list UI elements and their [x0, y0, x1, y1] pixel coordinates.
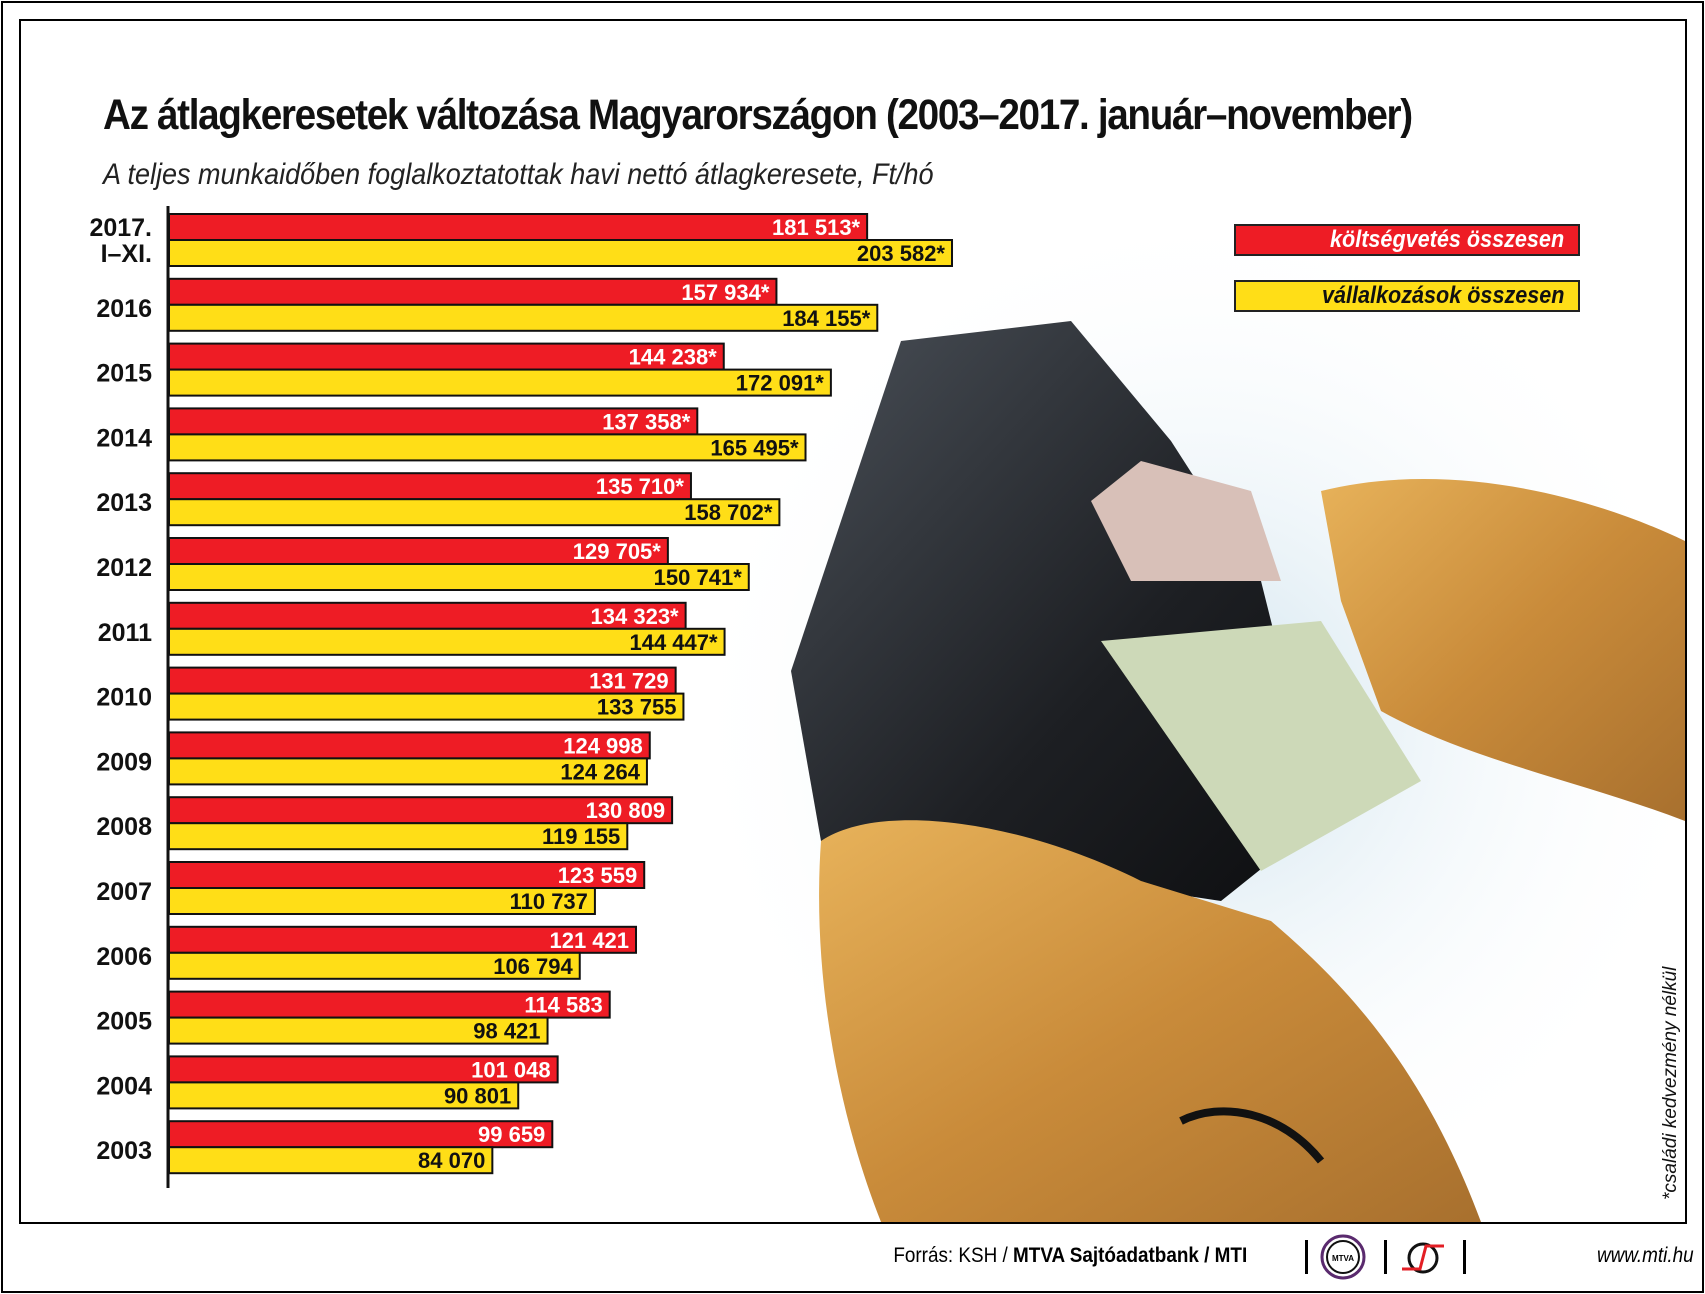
- bar-business: [168, 1146, 494, 1175]
- data-label-public: 124 998: [563, 733, 643, 758]
- mtva-logo-text: MTVA: [1332, 1254, 1354, 1263]
- data-label-business: 110 737: [510, 889, 588, 914]
- bar-business: [168, 887, 596, 915]
- chart-title: Az átlagkeresetek változása Magyarország…: [103, 91, 1413, 139]
- data-label-public: 114 583: [524, 993, 602, 1018]
- bar-public: [168, 1120, 554, 1149]
- legend-business: vállalkozások összesen: [1234, 280, 1580, 312]
- year-label: I–XI.: [101, 240, 152, 268]
- bar-public: [168, 472, 692, 501]
- bar-public: [168, 407, 699, 436]
- chart-subtitle: A teljes munkaidőben foglalkoztatottak h…: [103, 158, 934, 191]
- bar-public: [168, 213, 869, 241]
- data-label-business: 150 741*: [654, 565, 743, 590]
- data-label-public: 123 559: [558, 863, 638, 888]
- bar-public: [168, 1055, 559, 1084]
- bar-business: [168, 951, 581, 980]
- year-label: 2009: [96, 748, 152, 776]
- data-label-business: 203 582*: [857, 241, 946, 266]
- bar-public: [168, 861, 646, 889]
- bar-business: [168, 1016, 549, 1045]
- year-label: 2007: [96, 878, 152, 906]
- year-label: 2017.: [89, 214, 152, 242]
- year-label: 2013: [96, 489, 152, 517]
- source: Forrás: KSH / MTVA Sajtóadatbank / MTI: [893, 1244, 1247, 1268]
- bar-business: [168, 822, 629, 851]
- data-label-business: 133 755: [597, 695, 677, 720]
- separator: [1463, 1240, 1466, 1274]
- bar-business: [168, 563, 750, 591]
- year-label: 2010: [96, 684, 152, 712]
- data-label-public: 181 513*: [772, 215, 861, 240]
- year-label: 2014: [96, 424, 152, 452]
- bar-business: [168, 627, 726, 656]
- year-label: 2005: [96, 1008, 152, 1036]
- footer: Forrás: KSH / MTVA Sajtóadatbank / MTI M…: [0, 1234, 1705, 1280]
- bar-business: [168, 368, 832, 397]
- separator: [1305, 1240, 1308, 1274]
- data-label-public: 129 705*: [573, 539, 662, 564]
- bar-public: [168, 342, 725, 371]
- bar-public: [168, 731, 651, 760]
- bar-business: [168, 303, 879, 332]
- bar-public: [168, 601, 687, 630]
- bar-business: [168, 757, 648, 786]
- bar-business: [168, 498, 781, 527]
- year-label: 2011: [98, 619, 152, 647]
- data-label-business: 172 091*: [736, 371, 825, 396]
- bar-public: [168, 925, 638, 954]
- separator: [1384, 1240, 1387, 1274]
- mti-logo-icon: [1402, 1242, 1444, 1274]
- data-label-public: 135 710*: [596, 474, 685, 499]
- source-bold: MTVA Sajtóadatbank / MTI: [1012, 1244, 1247, 1267]
- data-label-business: 124 264: [560, 759, 640, 784]
- wallet-hands-illustration: [681, 201, 1685, 1222]
- data-label-public: 131 729: [589, 669, 669, 694]
- bar-business: [168, 433, 807, 462]
- data-label-public: 121 421: [549, 928, 629, 953]
- year-label: 2004: [96, 1072, 152, 1100]
- year-label: 2006: [96, 943, 152, 971]
- data-label-business: 184 155*: [782, 306, 871, 331]
- bar-business: [168, 692, 685, 721]
- year-label: 2012: [96, 554, 152, 582]
- year-label: 2008: [96, 813, 152, 841]
- data-label-public: 157 934*: [681, 280, 770, 305]
- footnote: *családi kedvezmény nélkül: [1660, 966, 1681, 1200]
- bar-public: [168, 277, 778, 306]
- data-label-public: 134 323*: [591, 604, 680, 629]
- data-label-public: 137 358*: [602, 409, 691, 434]
- legend-public-label: költségvetés összesen: [1329, 226, 1564, 253]
- data-label-public: 144 238*: [629, 345, 718, 370]
- mtva-logo: MTVA: [1320, 1234, 1366, 1280]
- chart-frame: Az átlagkeresetek változása Magyarország…: [19, 19, 1687, 1224]
- bar-public: [168, 537, 669, 565]
- year-label: 2015: [96, 360, 152, 388]
- bar-business: [168, 239, 954, 267]
- legend-business-label: vállalkozások összesen: [1321, 282, 1564, 309]
- data-label-public: 101 048: [471, 1057, 551, 1082]
- data-label-business: 158 702*: [684, 500, 773, 525]
- bar-business: [168, 1081, 520, 1110]
- year-label: 2016: [96, 295, 152, 323]
- data-label-public: 130 809: [586, 798, 666, 823]
- legend-public: költségvetés összesen: [1234, 224, 1580, 256]
- data-label-public: 99 659: [478, 1122, 545, 1147]
- data-label-business: 98 421: [473, 1019, 540, 1044]
- source-prefix: Forrás: KSH /: [893, 1244, 1013, 1267]
- data-label-business: 106 794: [493, 954, 573, 979]
- data-label-business: 165 495*: [710, 435, 799, 460]
- website-url: www.mti.hu: [1597, 1244, 1694, 1267]
- data-label-business: 119 155: [542, 824, 620, 849]
- bar-chart: 2017.I–XI. 181 513*203 582* 2016 157 934* 18…: [89, 206, 954, 1188]
- year-label: 2003: [96, 1137, 152, 1165]
- data-label-business: 90 801: [444, 1083, 511, 1108]
- data-label-business: 144 447*: [629, 630, 718, 655]
- data-label-business: 84 070: [418, 1148, 485, 1173]
